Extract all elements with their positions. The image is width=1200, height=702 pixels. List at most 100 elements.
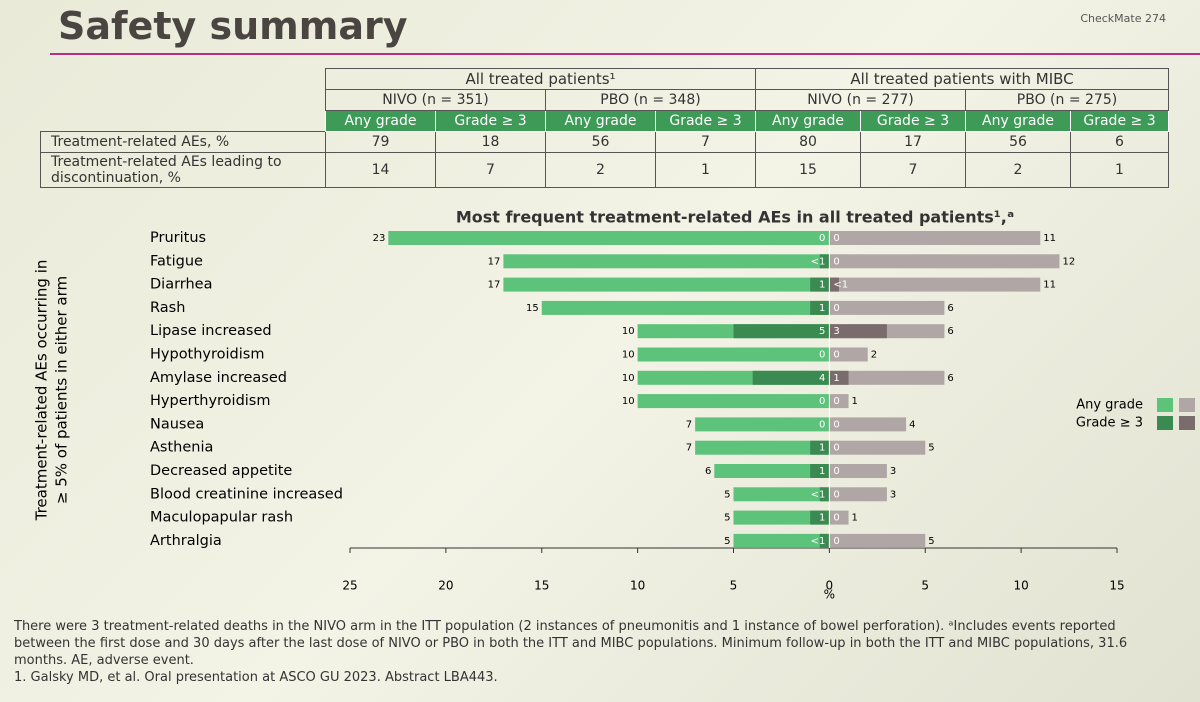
bar bbox=[829, 254, 1060, 269]
grade3-label: <1 bbox=[811, 536, 826, 547]
category-label: Nausea bbox=[150, 416, 204, 432]
footnote: There were 3 treatment-related deaths in… bbox=[14, 619, 1128, 668]
group-header: All treated patients¹ bbox=[325, 68, 756, 90]
bar bbox=[695, 417, 830, 432]
grade3-label: 0 bbox=[833, 396, 839, 407]
cell: 2 bbox=[965, 152, 1071, 188]
group-row: All treated patients¹ All treated patient… bbox=[41, 68, 1169, 90]
bar bbox=[695, 440, 830, 455]
grade3-label: 0 bbox=[833, 466, 839, 477]
x-tick-label: 20 bbox=[438, 579, 453, 593]
x-tick-label: 10 bbox=[1013, 579, 1028, 593]
group-header: All treated patients with MIBC bbox=[755, 68, 1169, 90]
category-label: Amylase increased bbox=[150, 370, 287, 386]
grade3-label: 0 bbox=[833, 513, 839, 524]
x-tick-label: 15 bbox=[534, 579, 549, 593]
value-label: 11 bbox=[1043, 280, 1056, 291]
grade3-label: <1 bbox=[833, 280, 848, 291]
chart-title: Most frequent treatment-related AEs in a… bbox=[456, 208, 1014, 227]
bar bbox=[637, 347, 830, 362]
footnotes: There were 3 treatment-related deaths in… bbox=[14, 618, 1174, 686]
category-label: Pruritus bbox=[150, 230, 206, 246]
bar bbox=[752, 370, 830, 385]
grade3-label: 1 bbox=[819, 443, 825, 454]
row-label: Treatment-related AEs, % bbox=[40, 131, 326, 153]
category-label: Maculopapular rash bbox=[150, 510, 293, 526]
bar bbox=[829, 533, 926, 548]
bar bbox=[829, 324, 887, 339]
category-label: Rash bbox=[150, 300, 185, 316]
grade3-label: 0 bbox=[833, 256, 839, 267]
bar bbox=[810, 440, 830, 455]
subheader: Grade ≥ 3 bbox=[860, 110, 966, 132]
bar bbox=[829, 231, 1041, 245]
grade3-label: 1 bbox=[819, 303, 825, 314]
bar bbox=[733, 487, 830, 502]
subheader: Any grade bbox=[965, 110, 1071, 132]
footnote: 1. Galsky MD, et al. Oral presentation a… bbox=[14, 670, 498, 685]
value-label: 23 bbox=[373, 233, 386, 244]
category-label: Blood creatinine increased bbox=[150, 486, 343, 502]
bar bbox=[541, 300, 830, 315]
category-label: Hyperthyroidism bbox=[150, 393, 270, 409]
value-label: 2 bbox=[871, 350, 877, 361]
title-rule bbox=[50, 53, 1200, 55]
bar bbox=[819, 487, 830, 502]
subheader: Any grade bbox=[545, 110, 656, 132]
category-label: Decreased appetite bbox=[150, 463, 292, 479]
grade3-label: <1 bbox=[811, 256, 826, 267]
bar bbox=[810, 300, 830, 315]
cell: 1 bbox=[655, 152, 756, 188]
bar bbox=[829, 394, 849, 409]
bar bbox=[829, 370, 849, 385]
grade3-label: 3 bbox=[833, 326, 839, 337]
legend-swatch bbox=[1179, 398, 1195, 412]
category-label: Diarrhea bbox=[150, 277, 213, 293]
value-label: 15 bbox=[526, 303, 539, 314]
grade3-label: 0 bbox=[833, 303, 839, 314]
grade3-label: 4 bbox=[819, 373, 825, 384]
bar bbox=[503, 254, 830, 269]
value-label: 5 bbox=[928, 443, 934, 454]
cell: 15 bbox=[755, 152, 861, 188]
value-label: 6 bbox=[947, 373, 953, 384]
bar bbox=[829, 277, 839, 292]
subheader: Any grade bbox=[325, 110, 436, 132]
slide-title: Safety summary bbox=[58, 4, 408, 48]
value-label: 10 bbox=[622, 350, 635, 361]
x-tick-label: 0 bbox=[826, 579, 834, 593]
y-axis-label: ≥ 5% of patients in either arm bbox=[53, 276, 71, 504]
value-label: 3 bbox=[890, 489, 896, 500]
x-tick-label: 10 bbox=[630, 579, 645, 593]
value-label: 3 bbox=[890, 466, 896, 477]
bar bbox=[503, 277, 830, 292]
bar bbox=[810, 510, 830, 525]
grade3-label: 0 bbox=[819, 233, 825, 244]
grade3-label: 0 bbox=[819, 350, 825, 361]
bar bbox=[829, 370, 945, 385]
x-tick-label: 15 bbox=[1109, 579, 1124, 593]
bar bbox=[819, 254, 830, 269]
grade3-label: 5 bbox=[819, 326, 825, 337]
grade3-label: 0 bbox=[833, 443, 839, 454]
legend-swatch bbox=[1157, 398, 1173, 412]
cell: 7 bbox=[860, 152, 966, 188]
subheader-row: Any grade Grade ≥ 3 Any grade Grade ≥ 3 Any … bbox=[41, 110, 1169, 132]
value-label: 17 bbox=[488, 256, 501, 267]
cell: 1 bbox=[1070, 152, 1169, 188]
bar bbox=[733, 533, 830, 548]
value-label: 10 bbox=[622, 396, 635, 407]
value-label: 10 bbox=[622, 373, 635, 384]
value-label: 1 bbox=[852, 513, 858, 524]
study-name: CheckMate 274 bbox=[1080, 12, 1166, 25]
bar bbox=[819, 533, 830, 548]
x-tick-label: 5 bbox=[921, 579, 929, 593]
table-row: Treatment-related AEs leading to discont… bbox=[40, 152, 1169, 188]
category-label: Fatigue bbox=[150, 253, 203, 269]
bar bbox=[714, 464, 830, 478]
bar bbox=[733, 510, 830, 525]
bar bbox=[829, 487, 887, 502]
cell: 2 bbox=[545, 152, 656, 188]
